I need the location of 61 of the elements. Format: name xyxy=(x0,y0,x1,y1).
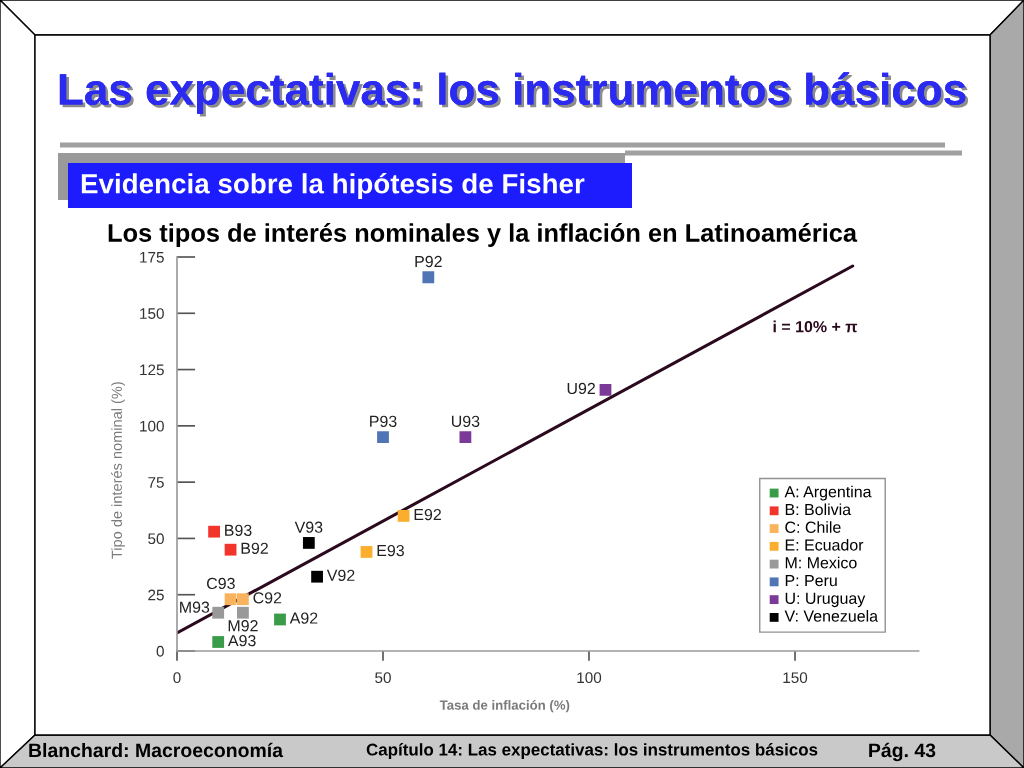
x-tick-label: 50 xyxy=(375,672,391,684)
text: Blanchard: Macroeconomía xyxy=(29,742,284,758)
legend-label: A: Argentina xyxy=(784,485,872,501)
data-label: V92 xyxy=(326,569,355,581)
data-label: U93 xyxy=(451,415,480,428)
legend-label: E: Ecuador xyxy=(785,538,864,551)
data-label: P93 xyxy=(370,415,397,428)
y-tick-label: 50 xyxy=(148,533,164,545)
point xyxy=(237,606,249,619)
data-label: A93 xyxy=(227,634,256,647)
point xyxy=(237,593,249,606)
point xyxy=(360,546,373,558)
point xyxy=(599,383,612,396)
text: Los tipos de interés nominales y la inflación en Latinoamérica xyxy=(108,223,858,247)
legend-label: P: Peru xyxy=(785,575,837,587)
data-label: P92 xyxy=(415,255,442,268)
point xyxy=(274,613,286,626)
data-label: C93 xyxy=(207,577,235,590)
data-label: M92 xyxy=(228,620,258,632)
y-tick-label: 0 xyxy=(156,645,164,657)
point xyxy=(422,271,435,284)
y-axis-title: Tipo de interés nominal (%) xyxy=(111,382,125,559)
data-label: E93 xyxy=(377,544,404,557)
x-tick-label: 0 xyxy=(173,672,181,684)
data-label: A92 xyxy=(289,612,318,624)
point xyxy=(224,543,237,556)
point xyxy=(377,431,389,444)
x-axis-title: Tasa de inflación (%) xyxy=(439,699,570,713)
x-tick-label: 100 xyxy=(577,672,602,684)
point xyxy=(397,510,410,522)
point xyxy=(212,636,225,648)
text: Capítulo 14: Las expectativas: los instrumentos básicos xyxy=(366,743,818,759)
data-label: U92 xyxy=(567,382,595,395)
y-tick-label: 150 xyxy=(140,308,164,319)
data-label: E92 xyxy=(414,508,441,521)
data-label: B92 xyxy=(241,542,268,554)
data-label: C92 xyxy=(253,592,282,604)
point xyxy=(212,606,225,619)
y-tick-label: 175 xyxy=(140,252,164,263)
chart-subtitle: Evidencia sobre la hipótesis de Fisher xyxy=(81,172,585,200)
chart-title: Las expectativas: los instrumentos básicos xyxy=(59,72,969,117)
legend-label: M: Mexico xyxy=(785,556,857,569)
text: Pág. 43 xyxy=(869,742,936,762)
point xyxy=(459,431,472,444)
data-label: V93 xyxy=(294,521,323,533)
point xyxy=(224,593,237,606)
y-tick-label: 25 xyxy=(148,589,164,601)
point xyxy=(302,537,315,549)
x-tick-label: 150 xyxy=(783,672,808,684)
data-label: B93 xyxy=(225,524,252,536)
y-tick-label: 125 xyxy=(140,364,164,376)
annotation: i = 10% + π xyxy=(773,320,858,333)
legend-label: B: Bolivia xyxy=(785,503,852,516)
legend-label: V: Venezuela xyxy=(784,610,879,622)
legend-label: U: Uruguay xyxy=(785,592,866,608)
legend-label: C: Chile xyxy=(785,521,841,533)
point xyxy=(208,525,220,538)
point xyxy=(311,570,323,583)
y-tick-label: 100 xyxy=(140,420,164,432)
data-label: M93 xyxy=(180,601,210,613)
y-tick-label: 75 xyxy=(148,477,164,488)
